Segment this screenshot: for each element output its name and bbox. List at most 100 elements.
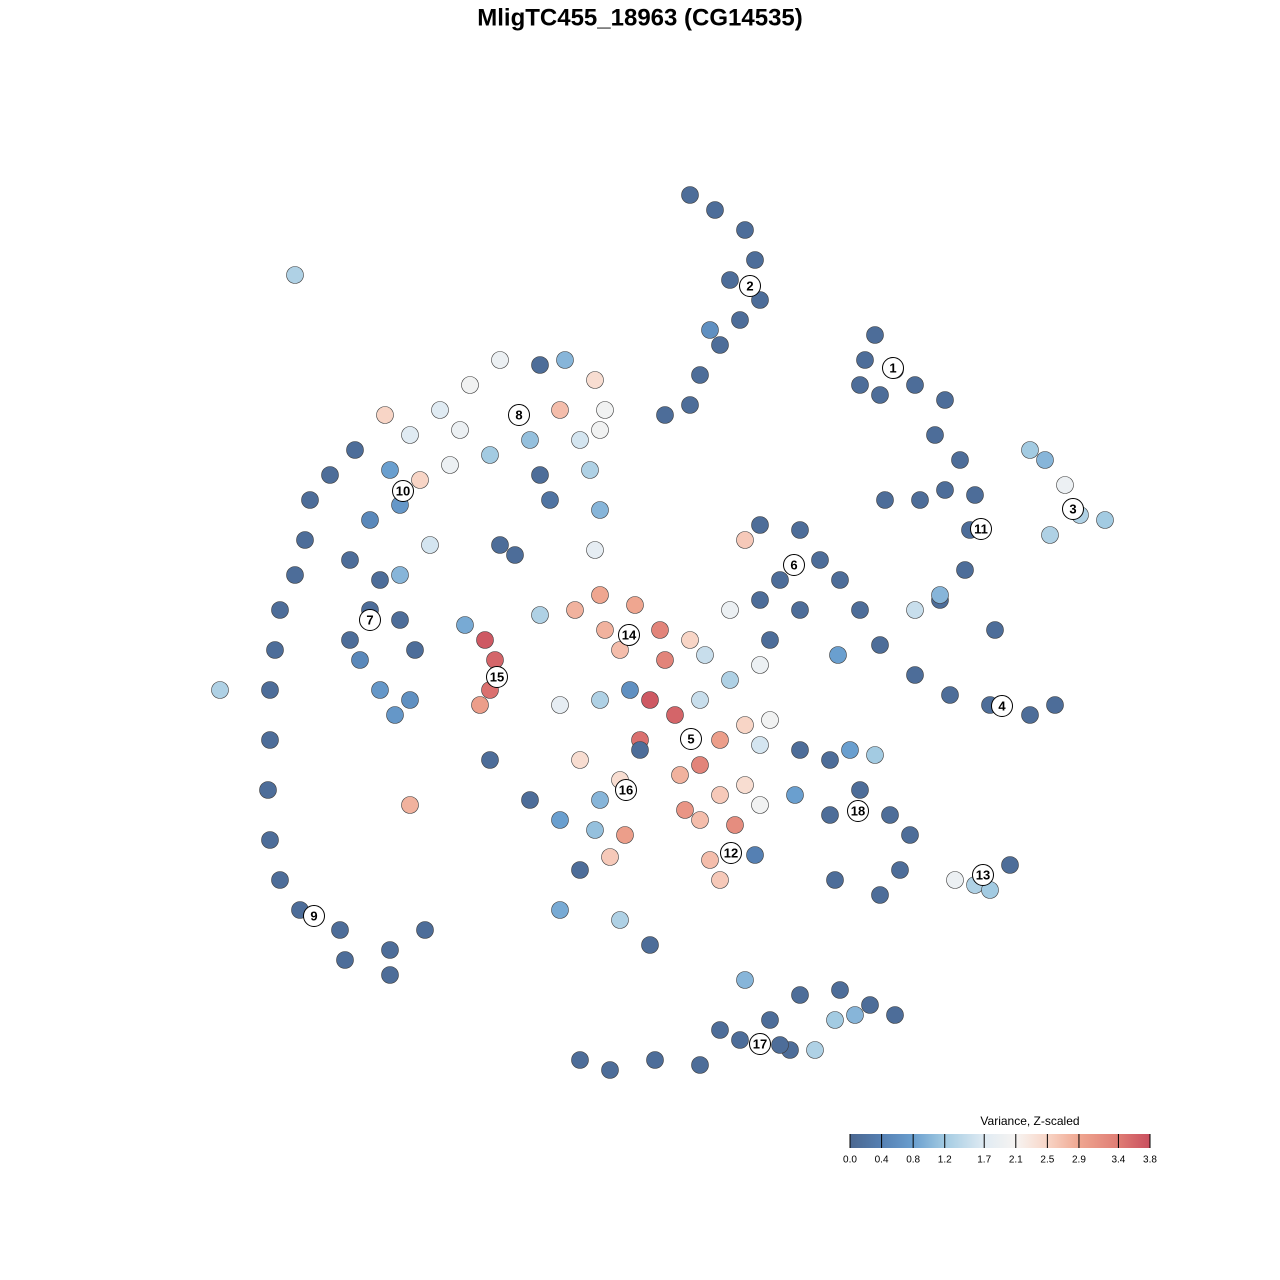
- point: [581, 461, 599, 479]
- point: [711, 1021, 729, 1039]
- point: [701, 851, 719, 869]
- point: [746, 846, 764, 864]
- colorbar-tick-label: 3.8: [1143, 1155, 1157, 1166]
- point: [806, 1041, 824, 1059]
- point: [691, 756, 709, 774]
- point: [681, 631, 699, 649]
- colorbar-title: Variance, Z-scaled: [980, 1114, 1079, 1128]
- cluster-marker: [882, 357, 904, 379]
- point: [431, 401, 449, 419]
- point: [401, 426, 419, 444]
- cluster-marker: [970, 518, 992, 540]
- point: [711, 336, 729, 354]
- point: [611, 911, 629, 929]
- cluster-label: 10: [396, 483, 410, 498]
- cluster-label: 7: [366, 612, 373, 627]
- point: [341, 631, 359, 649]
- point: [876, 491, 894, 509]
- point: [751, 736, 769, 754]
- point: [786, 786, 804, 804]
- point: [391, 611, 409, 629]
- point: [826, 1011, 844, 1029]
- point: [751, 656, 769, 674]
- point: [871, 386, 889, 404]
- point: [456, 616, 474, 634]
- cluster-label: 11: [974, 521, 988, 536]
- cluster-marker: [739, 275, 761, 297]
- point: [261, 681, 279, 699]
- point: [751, 291, 769, 309]
- point: [506, 546, 524, 564]
- point: [481, 446, 499, 464]
- point: [551, 811, 569, 829]
- point: [416, 921, 434, 939]
- point: [851, 376, 869, 394]
- point: [906, 666, 924, 684]
- cluster-label: 5: [687, 731, 694, 746]
- point: [771, 571, 789, 589]
- point: [531, 356, 549, 374]
- colorbar-tick-label: 2.5: [1040, 1155, 1054, 1166]
- point: [736, 971, 754, 989]
- point: [601, 848, 619, 866]
- point: [386, 706, 404, 724]
- cluster-marker: [303, 905, 325, 927]
- point: [1021, 441, 1039, 459]
- cluster-marker: [359, 609, 381, 631]
- point: [676, 801, 694, 819]
- colorbar-tick-label: 2.9: [1072, 1155, 1086, 1166]
- colorbar-segment: [984, 1134, 1017, 1148]
- cluster-label: 13: [976, 867, 990, 882]
- point: [736, 716, 754, 734]
- point: [361, 511, 379, 529]
- cluster-label: 18: [851, 803, 865, 818]
- point: [381, 461, 399, 479]
- point: [911, 491, 929, 509]
- point: [829, 646, 847, 664]
- cluster-marker: [972, 864, 994, 886]
- point: [331, 921, 349, 939]
- point: [551, 901, 569, 919]
- point: [791, 741, 809, 759]
- point: [851, 781, 869, 799]
- point: [881, 806, 899, 824]
- cluster-marker: [847, 800, 869, 822]
- point: [616, 826, 634, 844]
- point: [286, 566, 304, 584]
- point: [1041, 526, 1059, 544]
- point: [596, 401, 614, 419]
- point: [671, 766, 689, 784]
- point: [941, 686, 959, 704]
- point: [451, 421, 469, 439]
- point: [541, 491, 559, 509]
- point: [656, 651, 674, 669]
- colorbar-segment: [881, 1134, 914, 1148]
- colorbar-tick-label: 0.0: [843, 1155, 857, 1166]
- point: [851, 601, 869, 619]
- cluster-label: 17: [753, 1036, 767, 1051]
- point: [906, 601, 924, 619]
- point: [711, 871, 729, 889]
- point: [986, 621, 1004, 639]
- point: [631, 741, 649, 759]
- point: [791, 986, 809, 1004]
- cluster-label: 3: [1069, 501, 1076, 516]
- point: [261, 731, 279, 749]
- point: [351, 651, 369, 669]
- cluster-marker: [508, 404, 530, 426]
- chart-title: MligTC455_18963 (CG14535): [477, 4, 803, 31]
- point: [936, 391, 954, 409]
- point: [591, 501, 609, 519]
- colorbar-tick-label: 1.7: [977, 1155, 991, 1166]
- colorbar-tick-label: 0.4: [875, 1155, 889, 1166]
- point: [611, 641, 629, 659]
- colorbar-segment: [1118, 1134, 1151, 1148]
- point: [656, 406, 674, 424]
- point: [821, 806, 839, 824]
- point: [491, 536, 509, 554]
- point: [1001, 856, 1019, 874]
- point: [591, 791, 609, 809]
- cluster-label: 12: [724, 845, 738, 860]
- point: [266, 641, 284, 659]
- point: [681, 186, 699, 204]
